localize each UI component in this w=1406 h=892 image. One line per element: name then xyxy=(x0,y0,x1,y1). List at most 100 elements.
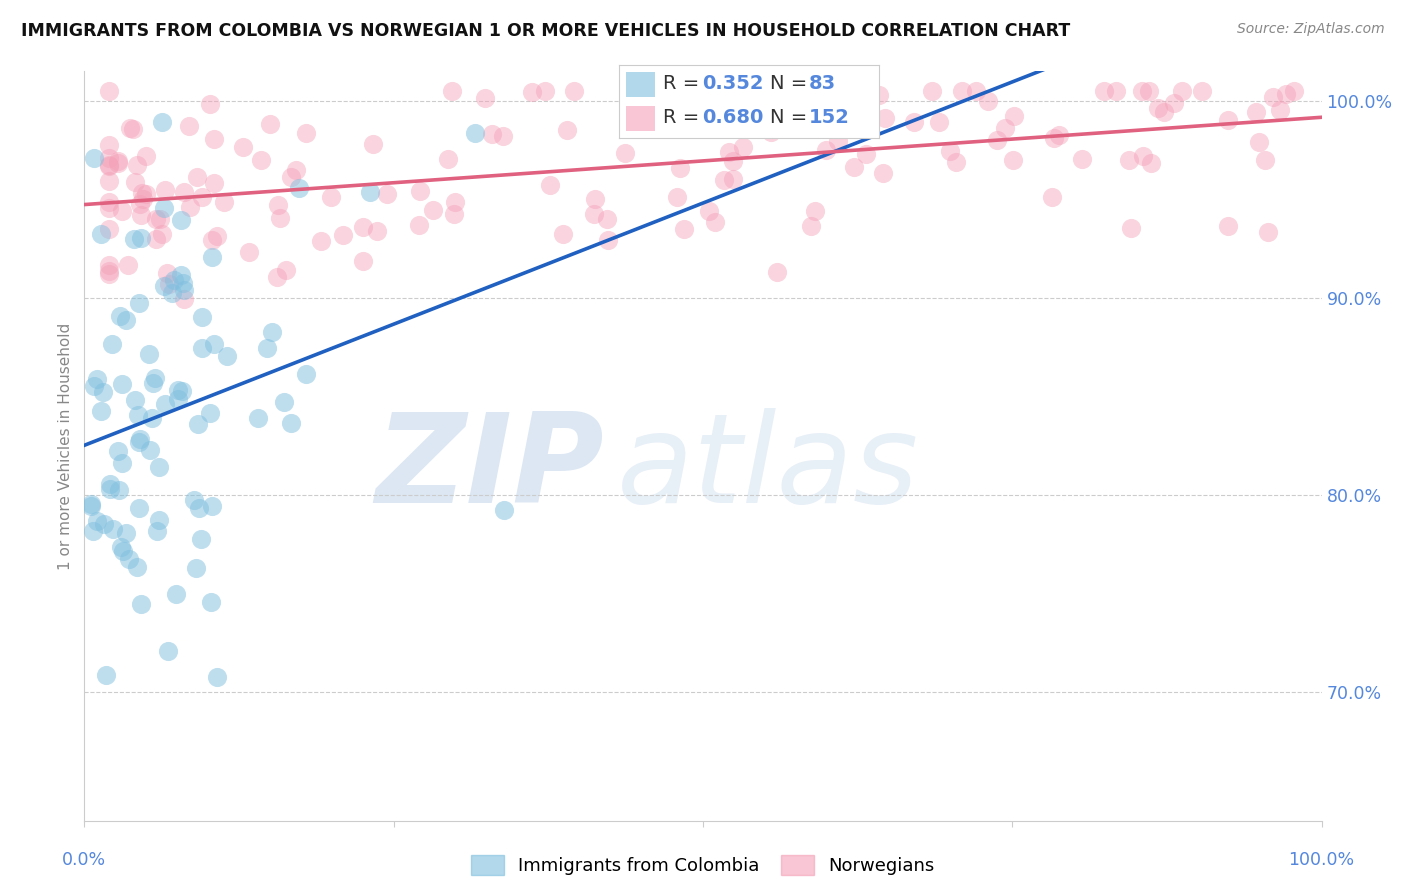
Point xyxy=(129,197,152,211)
Point xyxy=(127,158,149,172)
Point xyxy=(1139,156,1161,170)
Point xyxy=(128,435,150,450)
Point xyxy=(129,231,152,245)
Point xyxy=(170,268,193,282)
Point xyxy=(167,392,190,406)
Point xyxy=(1247,135,1270,149)
Point xyxy=(1105,84,1128,98)
Point xyxy=(718,145,741,160)
Y-axis label: 1 or more Vehicles in Household: 1 or more Vehicles in Household xyxy=(58,322,73,570)
Point xyxy=(562,84,585,98)
Point xyxy=(855,147,877,161)
Point xyxy=(201,251,224,265)
Point xyxy=(1163,95,1185,110)
Point xyxy=(153,201,176,215)
Point xyxy=(165,587,187,601)
Point xyxy=(107,155,129,169)
Point xyxy=(1118,153,1140,167)
Point xyxy=(238,244,260,259)
Point xyxy=(90,227,112,242)
Point xyxy=(172,276,194,290)
Point xyxy=(202,132,225,146)
Point xyxy=(152,279,174,293)
Point xyxy=(443,207,465,221)
Point xyxy=(986,133,1008,147)
Point xyxy=(672,222,695,236)
Point xyxy=(217,350,239,364)
Point xyxy=(352,253,374,268)
Point xyxy=(766,265,789,279)
Bar xyxy=(627,106,655,131)
Point xyxy=(1275,87,1298,101)
Point xyxy=(129,432,152,446)
Point xyxy=(668,161,690,176)
Point xyxy=(118,552,141,566)
Point xyxy=(98,151,121,165)
Point xyxy=(1270,103,1292,117)
Point xyxy=(198,97,221,112)
Point xyxy=(155,266,177,280)
Point xyxy=(845,84,868,98)
Text: ZIP: ZIP xyxy=(375,408,605,529)
Point xyxy=(1246,104,1268,119)
Point xyxy=(598,234,620,248)
Point xyxy=(1170,84,1192,98)
Point xyxy=(98,195,121,210)
Point xyxy=(267,198,290,212)
Point xyxy=(1218,112,1240,127)
Point xyxy=(492,503,515,517)
Point xyxy=(1218,219,1240,233)
Point xyxy=(200,500,222,514)
Point xyxy=(202,177,225,191)
Point xyxy=(98,84,121,98)
Point xyxy=(359,185,381,199)
Point xyxy=(191,190,214,204)
Point xyxy=(138,347,160,361)
Point xyxy=(145,232,167,246)
Point xyxy=(845,113,868,128)
Point xyxy=(868,87,890,102)
Point xyxy=(131,186,153,200)
Point xyxy=(98,482,121,496)
Point xyxy=(872,166,894,180)
Text: 0.680: 0.680 xyxy=(702,108,763,127)
Point xyxy=(280,417,302,431)
Point xyxy=(1153,104,1175,119)
Point xyxy=(259,117,281,131)
Point xyxy=(128,295,150,310)
Text: R =: R = xyxy=(662,108,699,127)
Text: N =: N = xyxy=(769,74,807,94)
Point xyxy=(408,218,430,232)
Point xyxy=(98,201,121,215)
Point xyxy=(492,129,515,144)
Point xyxy=(1002,153,1025,167)
Point xyxy=(98,258,121,272)
Point xyxy=(79,497,101,511)
Point xyxy=(157,644,180,658)
Point xyxy=(697,204,720,219)
Point xyxy=(1071,153,1094,167)
Point xyxy=(191,310,214,324)
Point xyxy=(86,372,108,386)
Point xyxy=(827,134,849,148)
Point xyxy=(177,119,200,133)
Point xyxy=(191,341,214,355)
Point xyxy=(1119,221,1142,235)
Point xyxy=(1092,84,1115,98)
Point xyxy=(98,159,121,173)
Point xyxy=(82,524,104,538)
Point xyxy=(101,336,124,351)
Point xyxy=(614,146,637,161)
Point xyxy=(666,190,689,204)
Point xyxy=(179,200,201,214)
Point xyxy=(246,410,269,425)
Point xyxy=(733,140,755,154)
Point xyxy=(111,456,134,470)
Text: N =: N = xyxy=(769,108,807,127)
Point xyxy=(184,561,207,575)
Point xyxy=(212,194,235,209)
Point xyxy=(295,126,318,140)
Point xyxy=(83,152,105,166)
Point xyxy=(1137,84,1160,98)
Point xyxy=(533,84,555,98)
